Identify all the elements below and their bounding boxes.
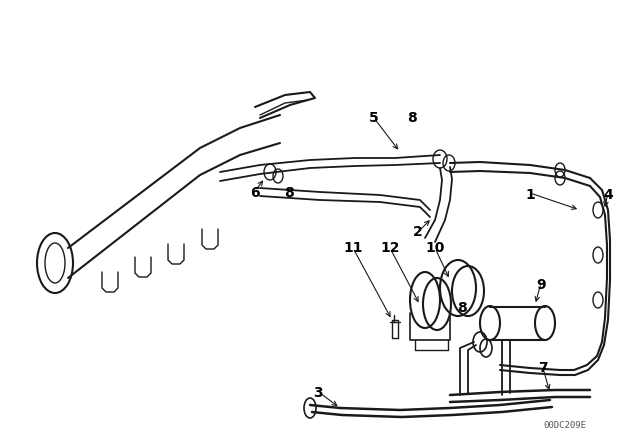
Text: 2: 2 <box>413 225 423 239</box>
Text: 8: 8 <box>407 111 417 125</box>
Text: 5: 5 <box>369 111 379 125</box>
Text: 7: 7 <box>538 361 548 375</box>
Text: 12: 12 <box>380 241 400 255</box>
Text: 00DC209E: 00DC209E <box>543 421 586 430</box>
Text: 4: 4 <box>603 188 613 202</box>
Text: 1: 1 <box>525 188 535 202</box>
Text: 8: 8 <box>284 186 294 200</box>
Text: 6: 6 <box>250 186 260 200</box>
Text: 11: 11 <box>343 241 363 255</box>
Text: 9: 9 <box>536 278 546 292</box>
Text: 3: 3 <box>313 386 323 400</box>
Text: 10: 10 <box>426 241 445 255</box>
Text: 8: 8 <box>457 301 467 315</box>
